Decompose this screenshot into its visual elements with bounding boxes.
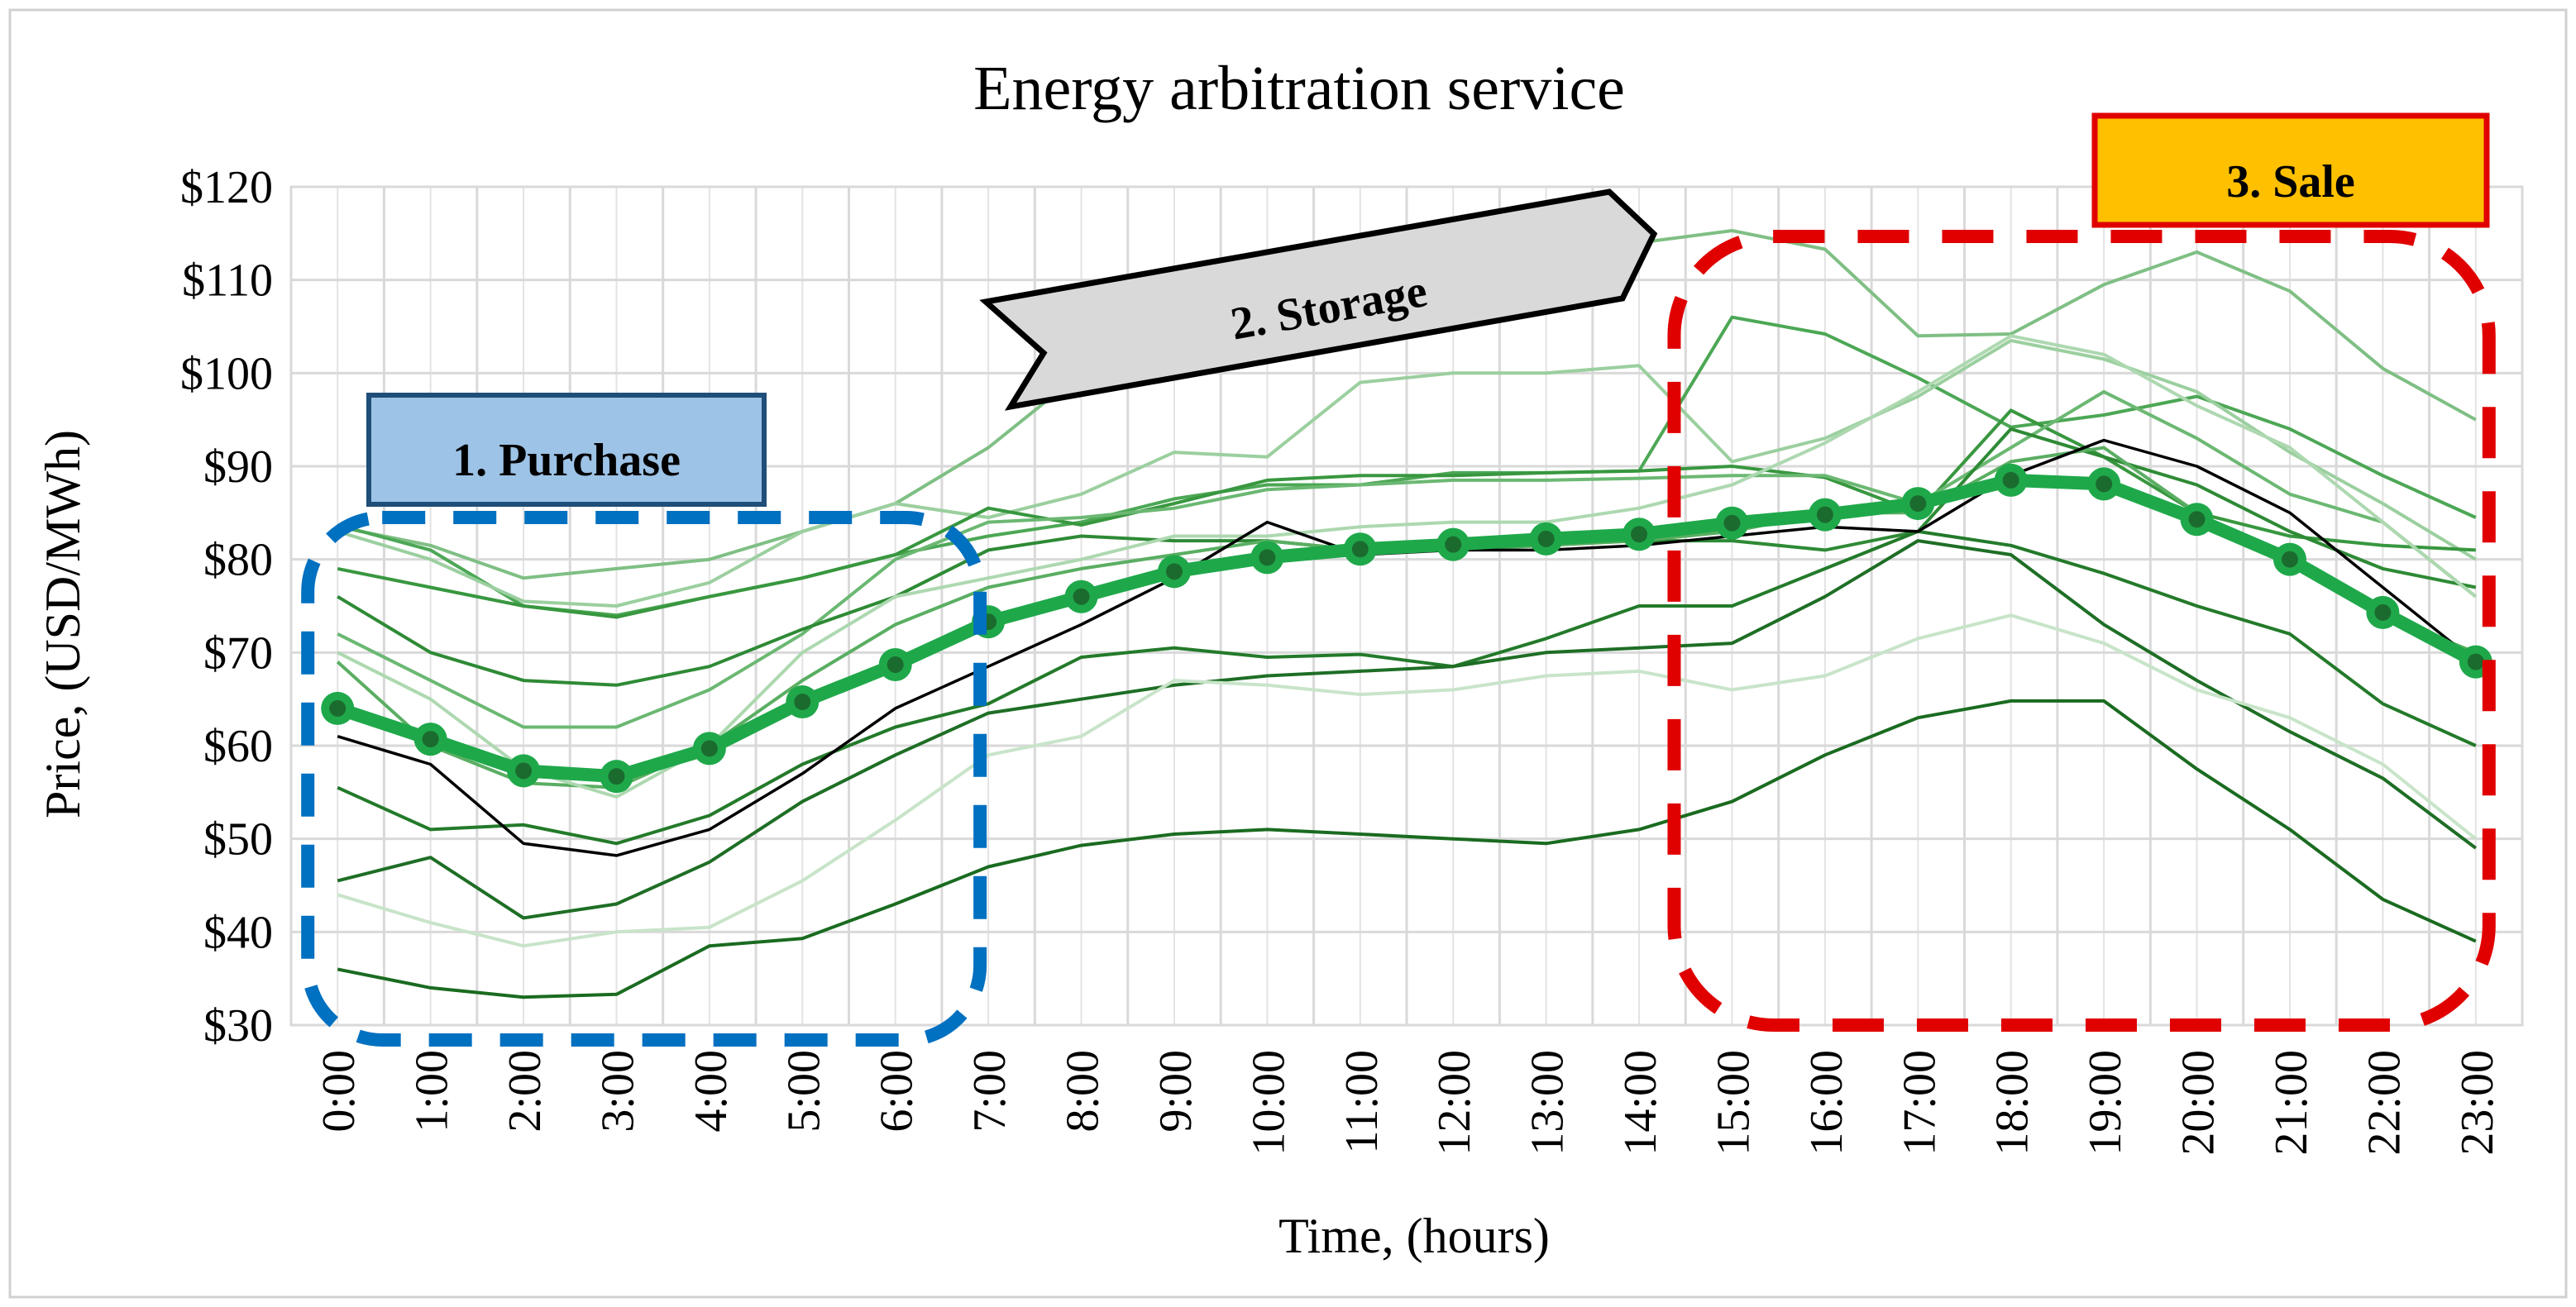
y-axis-label: Price, (USD/MWh) — [36, 430, 90, 818]
x-tick-label: 15:00 — [1708, 1050, 1759, 1156]
average-series-point-center — [422, 731, 439, 748]
x-tick-label: 4:00 — [686, 1050, 737, 1133]
average-series-point-center — [329, 699, 346, 717]
average-series-point-center — [887, 656, 904, 673]
x-tick-label: 23:00 — [2452, 1050, 2503, 1156]
x-tick-label: 8:00 — [1058, 1050, 1109, 1133]
x-tick-label: 17:00 — [1894, 1050, 1945, 1156]
x-axis-ticks: 0:00 1:00 2:00 3:00 4:00 5:00 6:00 7:00 8:00 9:00… — [313, 1050, 2503, 1156]
x-tick-label: 10:00 — [1243, 1050, 1294, 1156]
x-tick-label: 13:00 — [1522, 1050, 1574, 1156]
series-line — [337, 529, 2477, 846]
average-series-point-center — [1351, 541, 1369, 558]
x-tick-label: 7:00 — [964, 1050, 1016, 1133]
average-series-point-center — [608, 768, 625, 785]
y-tick-label: $80 — [203, 535, 273, 586]
x-tick-label: 21:00 — [2266, 1050, 2317, 1156]
average-series-point-center — [700, 740, 718, 757]
series-line — [337, 389, 2478, 729]
x-tick-label: 3:00 — [592, 1050, 643, 1133]
series-line — [337, 613, 2478, 948]
y-tick-label: $120 — [180, 162, 273, 213]
series-line — [337, 699, 2477, 999]
x-tick-label: 19:00 — [2080, 1050, 2131, 1156]
storage-arrow — [979, 188, 1658, 411]
y-tick-label: $110 — [182, 255, 273, 307]
x-tick-label: 11:00 — [1336, 1050, 1388, 1153]
y-tick-label: $40 — [203, 907, 273, 958]
average-series-point-center — [1165, 563, 1183, 580]
y-tick-label: $100 — [180, 348, 273, 399]
x-tick-label: 0:00 — [313, 1050, 365, 1133]
average-series-point-center — [2374, 603, 2392, 621]
x-tick-label: 12:00 — [1429, 1050, 1480, 1156]
purchase-label: 1. Purchase — [452, 435, 681, 486]
x-tick-label: 18:00 — [1987, 1050, 2038, 1156]
average-series-point-center — [2281, 551, 2298, 568]
purchase-region — [301, 511, 987, 1047]
average-series-point-center — [2002, 471, 2019, 489]
x-tick-label: 20:00 — [2173, 1050, 2225, 1156]
x-tick-label: 14:00 — [1615, 1050, 1666, 1156]
average-series-point-center — [2188, 511, 2206, 528]
average-series-point-center — [1909, 495, 1927, 513]
average-series-point-center — [1073, 588, 1090, 605]
y-tick-label: $70 — [203, 627, 273, 679]
average-series-point-center — [1816, 506, 1833, 523]
x-tick-label: 1:00 — [407, 1050, 458, 1133]
y-tick-label: $50 — [203, 814, 273, 866]
average-series-point-center — [794, 694, 811, 711]
average-series-point-center — [2096, 475, 2113, 493]
purchase-label-box — [366, 393, 767, 507]
average-series-point-center — [1723, 514, 1741, 532]
average-series-point-center — [2467, 653, 2484, 670]
series-line — [337, 408, 2476, 619]
y-tick-label: $30 — [203, 1000, 273, 1052]
y-tick-label: $90 — [203, 441, 273, 493]
average-series-point-center — [515, 762, 533, 780]
x-tick-label: 5:00 — [778, 1050, 829, 1133]
series-line — [337, 539, 2478, 920]
y-axis-ticks: $30 $40 $50 $60 $70 $80 $90 $100 $110 $120 — [180, 162, 273, 1052]
x-tick-label: 22:00 — [2359, 1050, 2410, 1156]
x-axis-label: Time, (hours) — [1278, 1209, 1550, 1263]
average-series-point-center — [1259, 549, 1276, 566]
x-tick-label: 2:00 — [499, 1050, 551, 1133]
y-tick-label: $60 — [203, 721, 273, 772]
average-series-point-center — [1631, 526, 1648, 543]
average-series-layer — [321, 463, 2492, 794]
x-tick-label: 6:00 — [872, 1050, 923, 1133]
average-series-point-center — [1537, 530, 1555, 547]
average-series-point-center — [1445, 536, 1462, 553]
sale-label: 3. Sale — [2226, 156, 2355, 207]
x-tick-label: 9:00 — [1150, 1050, 1202, 1133]
chart-title: Energy arbitration service — [973, 54, 1625, 123]
sale-label-box — [2091, 112, 2490, 228]
x-tick-label: 16:00 — [1801, 1050, 1852, 1156]
